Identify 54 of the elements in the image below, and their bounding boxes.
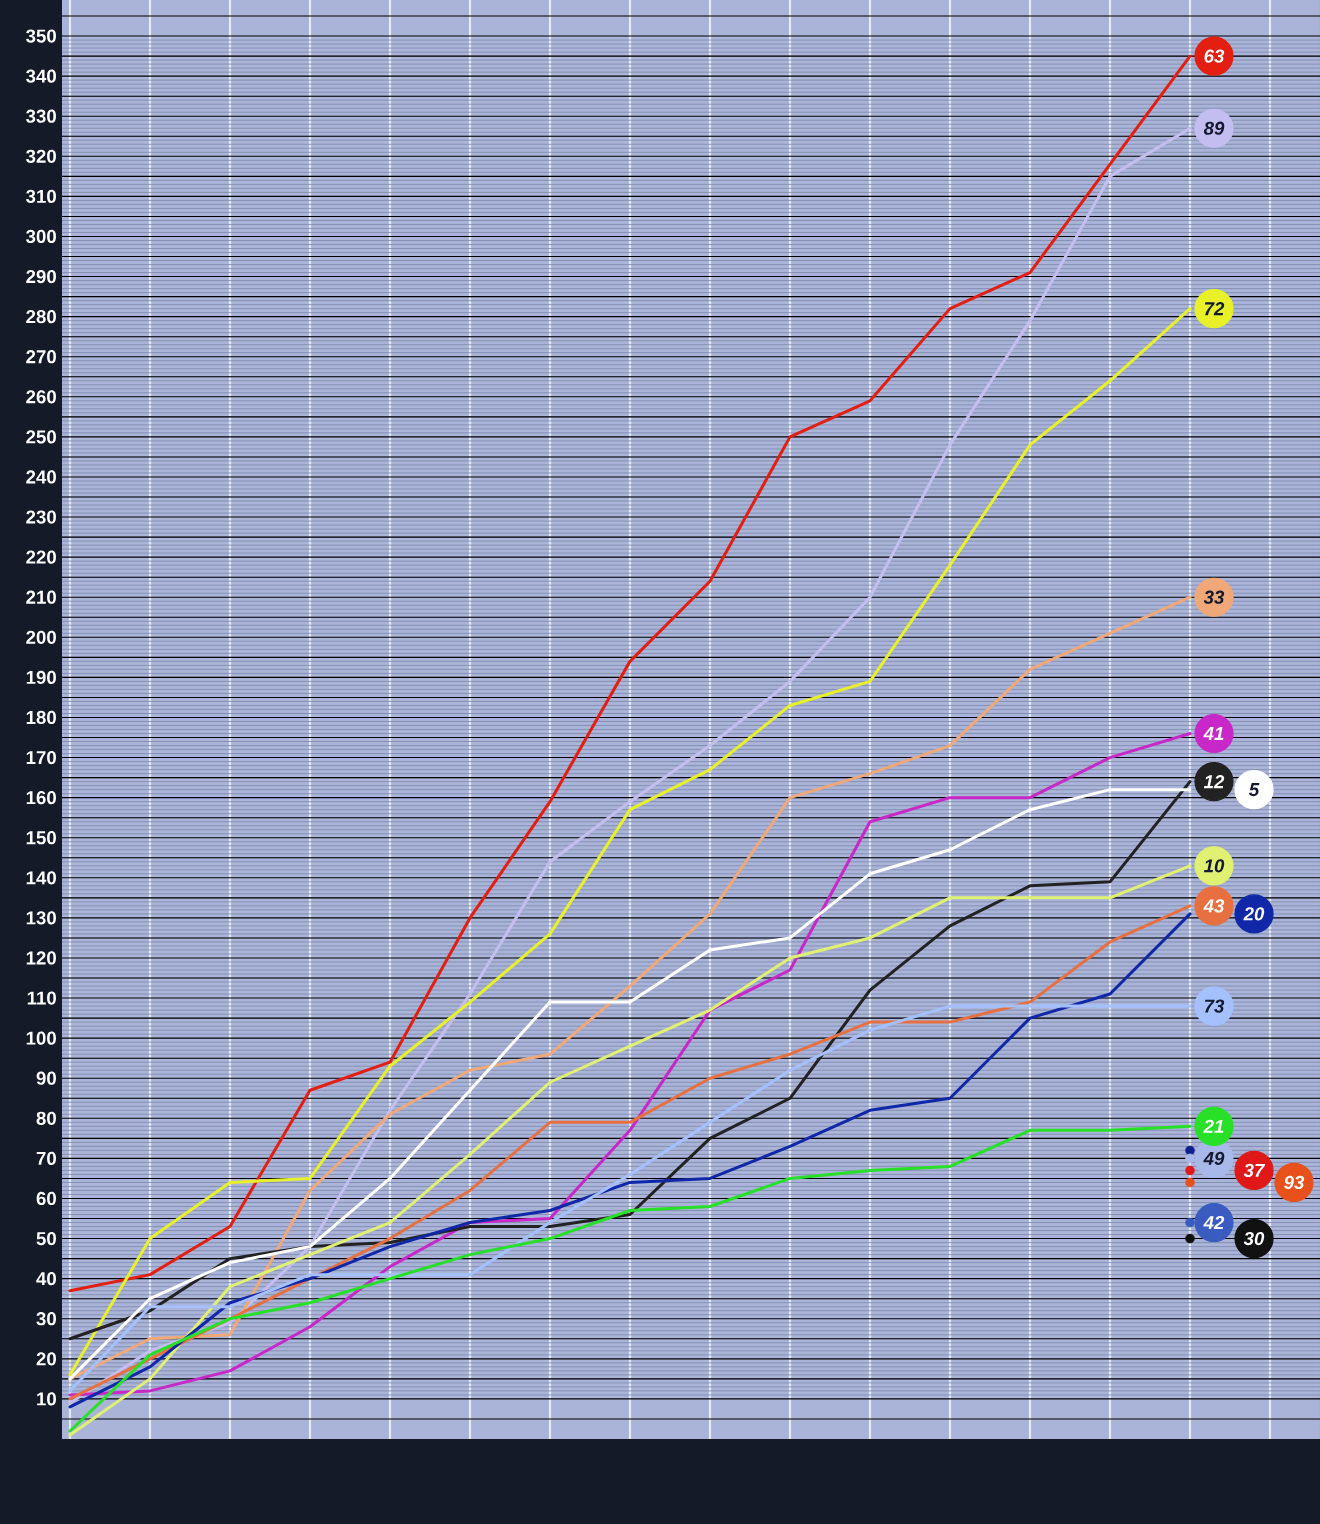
y-tick-label: 350 [26, 29, 56, 43]
y-tick-label: 80 [36, 1111, 56, 1125]
y-tick-label: 210 [26, 590, 56, 604]
y-tick-label: 90 [36, 1071, 56, 1085]
y-tick-label: 290 [26, 269, 56, 284]
y-tick-label: 340 [26, 69, 56, 83]
legend-label: 37 [1243, 1163, 1266, 1178]
legend-label: 41 [1203, 727, 1224, 740]
y-tick-label: 190 [26, 670, 56, 685]
y-tick-label: 220 [26, 550, 56, 564]
y-tick-label: 130 [26, 911, 56, 925]
legend-label: 72 [1204, 302, 1225, 316]
y-tick-label: 230 [26, 510, 56, 524]
y-tick-label: 300 [26, 229, 56, 244]
y-tick-label: 180 [26, 710, 56, 725]
y-tick-label: 200 [26, 630, 56, 644]
legend-label: 73 [1204, 999, 1225, 1013]
line-series [68, 1124, 1192, 1433]
y-tick-label: 20 [36, 1352, 56, 1366]
legend-label: 21 [1203, 1119, 1224, 1133]
legend-label: 20 [1243, 907, 1265, 921]
y-tick-label: 50 [36, 1231, 56, 1246]
legend-label: 63 [1204, 49, 1225, 63]
legend-label: 49 [1203, 1151, 1225, 1166]
y-tick-label: 140 [26, 871, 56, 885]
line-series [68, 307, 1192, 1377]
y-tick-label: 120 [26, 951, 56, 965]
legend-label: 10 [1203, 859, 1225, 873]
y-tick-label: 100 [26, 1031, 56, 1045]
legend-label: 93 [1284, 1175, 1305, 1190]
y-tick-label: 260 [26, 390, 56, 404]
y-tick-label: 240 [26, 470, 56, 484]
y-tick-label: 40 [36, 1272, 56, 1286]
legend-label: 89 [1203, 121, 1225, 135]
y-tick-label: 70 [36, 1151, 56, 1166]
legend-label: 43 [1203, 899, 1225, 913]
y-tick-label: 150 [26, 831, 56, 845]
y-tick-label: 160 [26, 791, 56, 805]
y-tick-label: 60 [36, 1191, 56, 1206]
legend-label: 42 [1203, 1216, 1225, 1230]
y-tick-label: 30 [36, 1312, 56, 1326]
legend-label: 33 [1203, 590, 1225, 604]
y-tick-label: 270 [26, 350, 56, 364]
y-tick-label: 320 [26, 149, 56, 163]
y-tick-label: 310 [26, 189, 56, 204]
legend-label: 5 [1249, 783, 1260, 797]
y-tick-label: 250 [26, 430, 56, 444]
y-tick-label: 170 [26, 750, 56, 765]
y-tick-label: 280 [26, 310, 56, 324]
y-tick-label: 330 [26, 109, 56, 123]
y-tick-label: 10 [37, 1392, 56, 1406]
y-tick-label: 110 [27, 991, 56, 1005]
legend-label: 30 [1243, 1231, 1265, 1246]
legend-label: 12 [1203, 775, 1225, 789]
